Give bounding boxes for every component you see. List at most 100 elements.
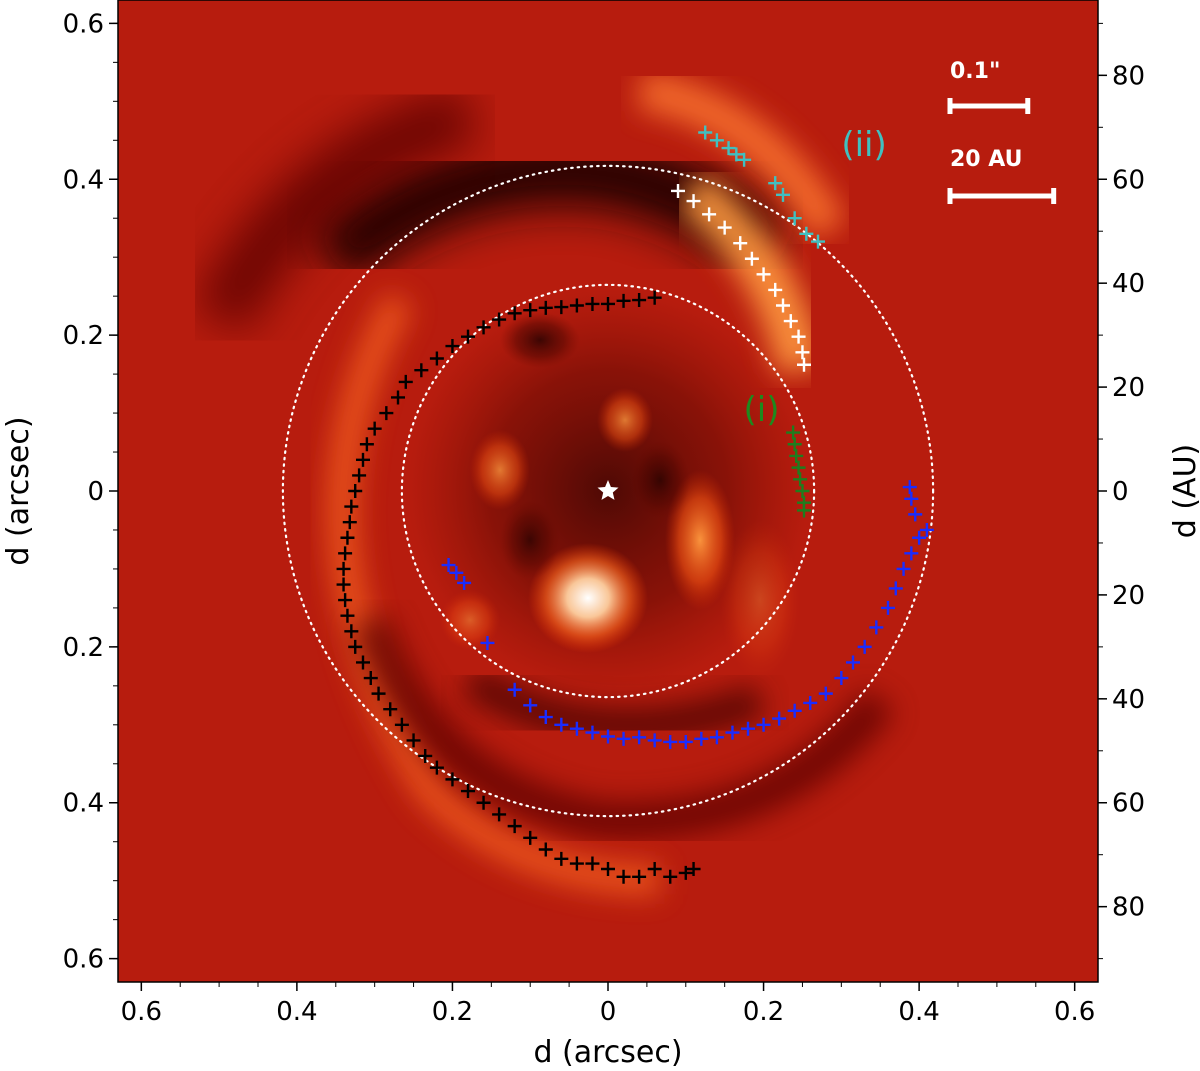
x-tick-label: 0.6 [121,997,162,1027]
series-5-point [523,698,538,713]
series-1-point [538,842,553,857]
series-5-point [896,561,911,576]
series-4-point [793,472,808,487]
x-axis-ticks: 0.6 0.4 0.2 0 0.2 0.4 0.6 [121,982,1095,1027]
annotation-i: (i) [744,390,780,430]
series-1-point [340,608,355,623]
y-tick-label: 0.4 [63,789,104,819]
series-4-point [795,484,810,498]
series-1-point [492,807,507,822]
x-tick-label: 0 [600,997,617,1027]
annotation-ii: (ii) [841,125,886,165]
y-tick-label: 0.6 [63,945,104,975]
series-1-point [340,530,355,545]
series-3-point [721,141,736,156]
series-5-point [441,558,456,573]
series-2-point [733,236,748,251]
series-2 [671,183,811,372]
series-1-point [616,293,631,308]
scale-bar-au [947,188,1057,204]
series-1-point [398,374,413,389]
series-1-point [359,437,374,452]
series-1-point [585,296,600,311]
series-5-point [818,686,833,701]
series-5-point [787,703,802,718]
series-1-point [342,515,357,530]
scale-bar-au-label: 20 AU [950,147,1023,172]
x-tick-label: 0.4 [898,997,939,1027]
series-1-point [601,296,615,311]
series-5-point [919,522,934,537]
series-1-point [523,830,538,845]
series-1-point [616,869,631,884]
series-1-point [585,856,600,871]
y-right-tick-label: 20 [1112,373,1145,403]
scale-bars: 0.1" 20 AU [947,59,1057,204]
series-1-point [418,748,433,763]
series-5-point [803,695,818,710]
series-1-point [406,733,421,748]
y-right-tick-label: 60 [1112,789,1145,819]
series-1-point [461,329,475,344]
series-1-point [507,306,522,321]
y-axis-label-right: d (AU) [1168,444,1200,538]
x-tick-label: 0.4 [276,997,317,1027]
series-5-point [772,711,787,726]
tracing-series-layer [336,125,934,884]
series-3-point [776,187,790,202]
series-5-point [616,731,631,746]
series-5-point [647,733,662,748]
series-1-point [344,624,359,639]
series-2-point [671,183,685,198]
series-3-point [709,133,724,148]
series-3-point [811,234,825,249]
series-1-point [492,312,507,327]
series-1-point [538,300,553,315]
image-plot-area: 0.1" 20 AU (ii) (i) [118,0,1098,982]
series-5-point [756,717,771,732]
series-5-point [741,721,755,736]
series-2-point [756,267,771,282]
series-5-point [857,639,872,654]
x-tick-label: 0.2 [743,997,784,1027]
series-1-point [686,861,701,876]
series-1-point [367,421,382,436]
series-4-point [789,448,804,463]
series-2-point [776,298,790,313]
series-1-point [632,293,647,308]
series-5-point [902,480,917,495]
series-1-point [352,468,367,483]
series-5-point [449,565,464,580]
series-4-point [786,425,801,440]
x-axis-label: d (arcsec) [533,1035,682,1070]
series-1-point [336,577,351,592]
series-3-point [737,152,752,167]
series-1-point [445,772,460,787]
series-5-point [881,600,895,615]
reference-circle-2 [281,164,935,818]
series-5-point [694,731,709,746]
series-5-point [569,721,584,736]
y-tick-label: 0.4 [63,165,104,195]
reference-circle-1 [400,283,816,699]
x-tick-label: 0.6 [1054,997,1095,1027]
series-5-point [908,507,923,522]
y-right-tick-label: 40 [1112,269,1145,299]
y-right-tick-label: 20 [1112,581,1145,611]
series-2-point [686,194,701,209]
series-5-point [869,620,884,635]
scale-bar-arcsec-label: 0.1" [950,59,1000,84]
series-1-point [554,851,569,866]
series-4-point [787,437,802,452]
series-1-point [429,351,444,366]
series-1-point [356,655,370,670]
series-1-point [476,320,491,335]
series-1-point [394,717,409,732]
series-4 [786,425,811,518]
series-3-point [768,176,783,191]
series-3-point [787,211,802,226]
series-1-point [414,363,429,378]
series-5-point [904,491,919,506]
series-2-point [795,345,810,360]
